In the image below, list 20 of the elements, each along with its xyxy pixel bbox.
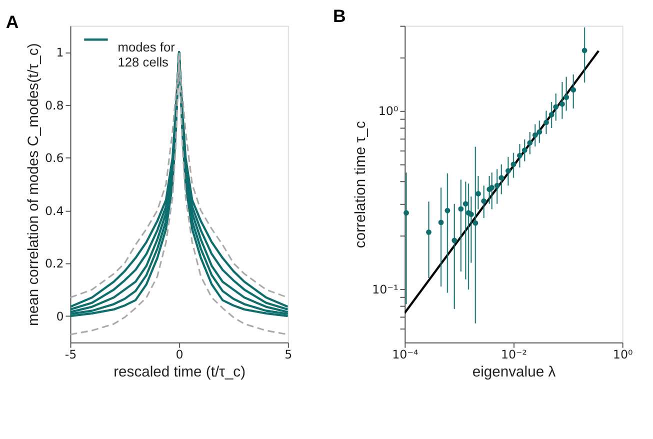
y-axis-title: correlation time τ_c xyxy=(353,120,370,248)
x-tick-label: 10⁻⁴ xyxy=(392,348,418,362)
y-tick-label: 0.8 xyxy=(44,98,64,112)
y-tick-label: 0.6 xyxy=(44,151,64,166)
x-tick-label: -5 xyxy=(64,348,77,362)
x-tick-label: 10⁰ xyxy=(612,348,633,362)
y-tick-label: 0 xyxy=(56,309,64,324)
y-axis-title: mean correlation of modes C_modes(t/τ_c) xyxy=(26,43,42,326)
y-tick-label: 0.4 xyxy=(44,204,64,218)
chart-title: A xyxy=(6,12,19,32)
y-tick-label: 1 xyxy=(56,46,64,60)
legend-label: modes for 128 cells xyxy=(118,40,176,70)
x-axis-title: rescaled time (t/τ_c) xyxy=(114,364,246,381)
x-tick-label: 10⁻² xyxy=(500,348,528,362)
y-tick-label: 10⁻¹ xyxy=(372,282,398,296)
x-tick-label: 0 xyxy=(176,348,184,362)
x-tick-label: 5 xyxy=(284,348,292,362)
y-tick-label: 0.2 xyxy=(44,256,64,271)
x-axis-title: eigenvalue λ xyxy=(472,364,556,381)
chart-title: B xyxy=(333,6,346,26)
